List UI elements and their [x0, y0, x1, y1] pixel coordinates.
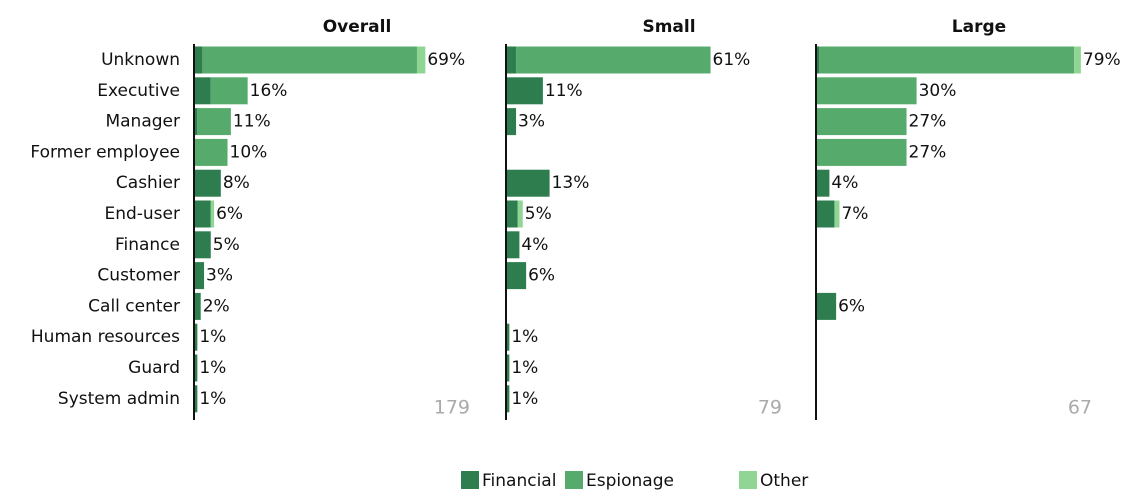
value-label: 79%: [1083, 50, 1121, 70]
value-label: 11%: [233, 112, 271, 132]
category-label: Call center: [88, 296, 180, 316]
bar-segment: [506, 262, 527, 290]
category-label: Guard: [128, 358, 180, 378]
value-label: 4%: [831, 173, 858, 193]
bar-segment: [506, 169, 550, 197]
bar-segment: [210, 200, 215, 228]
bar-segment: [506, 200, 518, 228]
bar-segment: [194, 77, 211, 105]
bar-segment: [506, 231, 520, 259]
value-label: 10%: [230, 142, 268, 162]
bar-segment: [506, 77, 543, 105]
bar-segment: [194, 385, 198, 413]
panel-title: Overall: [323, 17, 392, 37]
category-label: Finance: [115, 235, 180, 255]
legend-swatch: [739, 471, 757, 489]
bar-segment: [506, 108, 517, 136]
bar-segment: [816, 169, 830, 197]
category-label: Unknown: [101, 50, 180, 70]
category-label: Executive: [97, 81, 180, 101]
panel-title: Large: [952, 17, 1006, 37]
value-label: 8%: [223, 173, 250, 193]
sample-size: 67: [1068, 397, 1092, 419]
value-label: 6%: [838, 296, 865, 316]
bar-segment: [194, 138, 228, 166]
category-label: System admin: [58, 389, 180, 409]
bar-segment: [194, 200, 211, 228]
bar-segment: [506, 354, 510, 382]
value-label: 1%: [511, 389, 538, 409]
legend-swatch: [565, 471, 583, 489]
value-label: 4%: [521, 235, 548, 255]
sample-size: 179: [434, 397, 470, 419]
value-label: 1%: [511, 327, 538, 347]
value-label: 6%: [528, 266, 555, 286]
value-label: 30%: [919, 81, 957, 101]
value-label: 7%: [841, 204, 868, 224]
bar-segment: [1074, 46, 1081, 74]
value-label: 16%: [250, 81, 288, 101]
sample-size: 79: [758, 397, 782, 419]
bar-segment: [194, 262, 205, 290]
category-label: End-user: [104, 204, 180, 224]
legend-label: Espionage: [586, 471, 674, 491]
bar-segment: [194, 292, 201, 320]
bar-segment: [197, 108, 231, 136]
bar-segment: [194, 354, 198, 382]
value-label: 1%: [199, 327, 226, 347]
bar-segment: [816, 138, 907, 166]
bar-segment: [194, 323, 198, 351]
category-label: Cashier: [116, 173, 180, 193]
bar-segment: [816, 200, 835, 228]
bar-segment: [194, 169, 221, 197]
value-label: 69%: [427, 50, 465, 70]
bar-segment: [819, 46, 1075, 74]
bar-segment: [506, 46, 517, 74]
bar-segment: [834, 200, 840, 228]
category-label: Customer: [97, 266, 180, 286]
value-label: 1%: [511, 358, 538, 378]
bar-segment: [202, 46, 417, 74]
bar-segment: [194, 46, 203, 74]
bar-segment: [516, 46, 711, 74]
bar-segment: [416, 46, 426, 74]
panel-title: Small: [642, 17, 695, 37]
legend-label: Other: [760, 471, 808, 491]
legend-swatch: [461, 471, 479, 489]
value-label: 5%: [213, 235, 240, 255]
value-label: 13%: [552, 173, 590, 193]
bar-segment: [210, 77, 248, 105]
category-label: Human resources: [31, 327, 180, 347]
bar-segment: [816, 77, 917, 105]
value-label: 3%: [518, 112, 545, 132]
bar-segment: [194, 231, 211, 259]
bar-segment: [194, 108, 198, 136]
value-label: 6%: [216, 204, 243, 224]
value-label: 3%: [206, 266, 233, 286]
bar-segment: [816, 46, 820, 74]
value-label: 1%: [199, 358, 226, 378]
bar-segment: [506, 323, 510, 351]
bar-segment: [816, 292, 837, 320]
value-label: 27%: [909, 142, 947, 162]
bar-segment: [517, 200, 523, 228]
legend-label: Financial: [482, 471, 556, 491]
value-label: 2%: [203, 296, 230, 316]
category-label: Former employee: [30, 142, 180, 162]
value-label: 61%: [713, 50, 751, 70]
bar-segment: [816, 108, 907, 136]
bar-segment: [506, 385, 510, 413]
value-label: 1%: [199, 389, 226, 409]
value-label: 27%: [909, 112, 947, 132]
value-label: 5%: [525, 204, 552, 224]
value-label: 11%: [545, 81, 583, 101]
category-label: Manager: [105, 112, 180, 132]
